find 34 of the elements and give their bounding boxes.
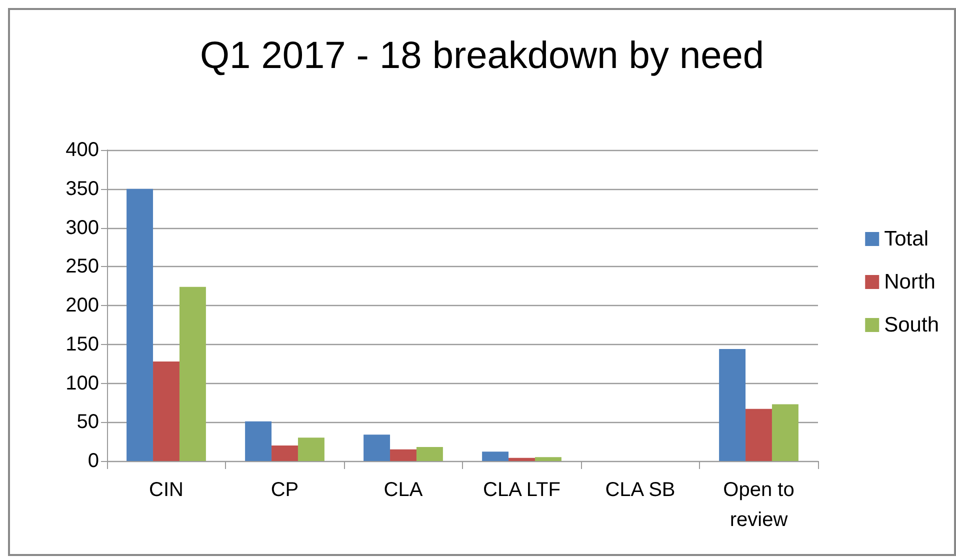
chart-title: Q1 2017 - 18 breakdown by need — [200, 35, 764, 77]
x-tick-label: CP — [270, 479, 299, 501]
x-tick-label: CLA SB — [605, 479, 676, 501]
y-tick-label: 0 — [88, 450, 99, 472]
legend-label: South — [884, 314, 940, 336]
bar — [482, 452, 509, 461]
y-tick-label: 350 — [66, 178, 99, 200]
bar — [298, 438, 324, 461]
bar — [772, 404, 798, 461]
legend-label: North — [884, 270, 936, 294]
x-tick-label: CLA LTF — [483, 479, 560, 501]
y-tick-label: 200 — [66, 294, 99, 316]
bar — [534, 457, 562, 461]
y-tick-label: 100 — [66, 372, 99, 394]
bar — [719, 349, 746, 461]
bar — [390, 449, 416, 461]
bar — [416, 447, 443, 461]
x-tick-label: CIN — [149, 479, 184, 501]
bar — [153, 361, 180, 461]
y-tick-label: 50 — [76, 411, 99, 434]
bar — [179, 286, 206, 461]
x-tick-label: CLA — [384, 479, 424, 501]
bar — [364, 434, 390, 461]
bar — [126, 188, 154, 461]
y-tick-label: 400 — [66, 139, 99, 161]
x-tick-label: Open to review — [723, 479, 794, 531]
bar — [245, 421, 272, 461]
y-tick-label: 250 — [66, 256, 99, 278]
bar — [746, 408, 772, 461]
y-tick-label: 150 — [66, 333, 99, 356]
bar — [508, 458, 535, 461]
legend-label: Total — [884, 228, 928, 250]
bar — [272, 445, 298, 461]
y-tick-label: 300 — [66, 216, 99, 239]
